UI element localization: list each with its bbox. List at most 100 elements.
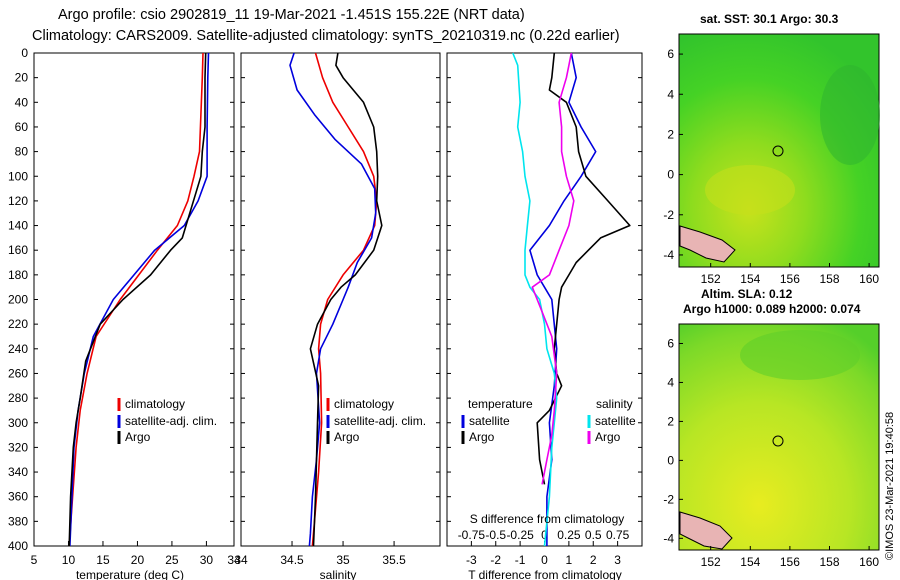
difference-axis-label: T difference from climatology [468,568,622,580]
series-line-sat_diff_S [512,52,558,547]
map-x-tick-label: 160 [859,272,879,286]
legend-s-argo-label: Argo [595,430,621,444]
y-tick-label: 60 [15,120,29,134]
legend-climatology-label: climatology [334,397,394,411]
s-difference-label: S difference from climatology [470,512,625,526]
map-y-tick-label: 2 [667,414,674,428]
series-line-argo [536,52,631,485]
map-y-tick-label: 0 [667,453,674,467]
y-tick-label: 300 [8,416,28,430]
sst-map-warm-patch [705,165,795,215]
x-tick-label: 1 [566,553,573,567]
legend-argo-label: Argo [125,430,151,444]
y-tick-label: 180 [8,268,28,282]
sst-map-coastline [679,225,736,263]
legend-t-argo-label: Argo [469,430,495,444]
y-tick-label: 340 [8,465,28,479]
s-tick-label: -0.75 [458,528,486,542]
salinity-legend: climatology satellite-adj. clim. Argo [326,397,426,444]
series-line-argo [68,52,207,547]
series-line-satellite [529,52,597,546]
map-x-tick-label: 156 [780,555,800,569]
temperature-axis-label: temperature (deg C) [76,568,184,580]
sst-map-axes: 152 154 156 158 160 6 4 2 0 -2 -4 [663,47,879,286]
map-y-tick-label: 2 [667,127,674,141]
y-tick-label: 0 [21,46,28,60]
y-tick-label: 200 [8,293,28,307]
imos-timestamp: ©IMOS 23-Mar-2021 19:40:58 [884,411,896,560]
x-tick-label: 35 [336,553,350,567]
y-tick-label: 240 [8,342,28,356]
legend-temperature-title: temperature [468,397,533,411]
x-tick-label: 15 [96,553,110,567]
map-y-tick-label: 6 [667,47,674,61]
sla-map-title-line-2: Argo h1000: 0.089 h2000: 0.074 [683,302,861,316]
map-y-tick-label: -4 [663,248,674,262]
x-tick-label: 30 [200,553,214,567]
difference-legend: temperature satellite Argo salinity sate… [461,397,636,444]
legend-satellite-label: satellite-adj. clim. [125,414,217,428]
y-tick-label: 100 [8,169,28,183]
y-tick-label: 260 [8,366,28,380]
series-line-satellite [69,52,210,547]
legend-climatology-label: climatology [125,397,185,411]
s-tick-label: 0.75 [606,528,630,542]
temperature-legend: climatology satellite-adj. clim. Argo [117,397,217,444]
x-tick-label: 35.5 [382,553,406,567]
x-tick-label: 2 [590,553,597,567]
map-y-tick-label: 0 [667,168,674,182]
s-tick-label: -0.5 [485,528,506,542]
temperature-panel-frame [33,52,235,547]
salinity-panel-frame [240,52,441,547]
map-x-tick-label: 160 [859,555,879,569]
series-line-argo [309,52,383,547]
sla-map-coastline [679,511,733,550]
y-tick-label: 400 [8,539,28,553]
sla-map-title-line-1: Altim. SLA: 0.12 [701,287,793,301]
map-x-tick-label: 158 [819,272,839,286]
map-y-tick-label: -2 [663,208,674,222]
x-tick-label: -3 [466,553,477,567]
x-tick-label: 0 [541,553,548,567]
sst-map-cool-patch [820,65,880,165]
map-y-tick-label: -4 [663,531,674,545]
map-y-tick-label: 6 [667,336,674,350]
x-tick-label: 34.5 [280,553,304,567]
y-tick-label: 140 [8,219,28,233]
x-tick-label: 20 [131,553,145,567]
y-tick-label: 80 [15,145,29,159]
sst-map: 152 154 156 158 160 6 4 2 0 -2 -4 [663,33,880,286]
s-tick-label: 0.25 [557,528,581,542]
legend-satellite-label: satellite-adj. clim. [334,414,426,428]
sla-map-axes: 152 154 156 158 160 6 4 2 0 -2 -4 [663,336,879,569]
map-x-tick-label: 152 [701,555,721,569]
series-line-climatology [311,52,378,547]
sla-map: 152 154 156 158 160 6 4 2 0 -2 -4 [663,323,880,569]
map-y-tick-label: 4 [667,375,674,389]
y-tick-label: 20 [15,71,29,85]
map-y-tick-label: -2 [663,492,674,506]
legend-argo-label: Argo [334,430,360,444]
axis-ticks: 5 10 15 20 25 30 34020406080100120140160180200… [8,46,642,567]
x-tick-label: 5 [31,553,38,567]
sst-map-argo-marker [772,145,784,157]
legend-t-satellite-label: satellite [469,414,510,428]
legend-salinity-title: salinity [596,397,633,411]
x-tick-label: 3 [614,553,621,567]
map-x-tick-label: 154 [740,272,760,286]
map-x-tick-label: 152 [701,272,721,286]
salinity-axis-label: salinity [320,568,357,580]
series-line-satellite [289,52,377,547]
legend-s-satellite-label: satellite [595,414,636,428]
x-tick-label: 25 [165,553,179,567]
y-tick-label: 320 [8,440,28,454]
sst-map-title: sat. SST: 30.1 Argo: 30.3 [700,12,839,26]
sla-map-low-patch [740,330,860,380]
s-tick-label: 0.5 [585,528,602,542]
series-line-climatology [68,52,204,547]
s-tick-label: 0 [541,528,548,542]
map-x-tick-label: 158 [819,555,839,569]
y-tick-label: 120 [8,194,28,208]
header-line-2: Climatology: CARS2009. Satellite-adjuste… [32,28,620,44]
